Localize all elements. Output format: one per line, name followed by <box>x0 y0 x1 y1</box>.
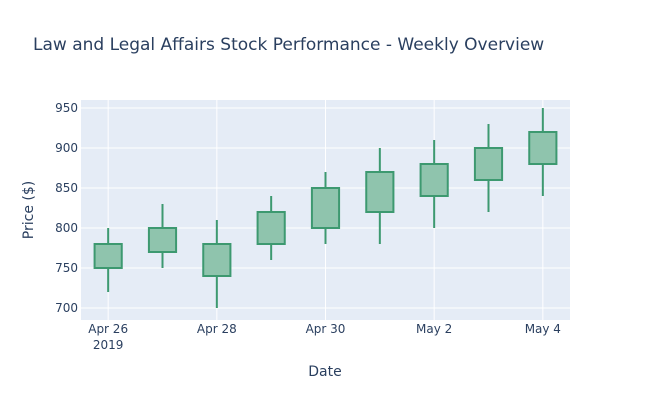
candle <box>473 124 504 212</box>
candle <box>256 196 286 260</box>
y-axis-label: Price ($) <box>21 181 37 239</box>
y-tick-label: 700 <box>55 301 78 315</box>
x-tick-label: May 2 <box>416 322 452 336</box>
x-tick-label: May 4 <box>525 322 561 336</box>
y-axis-ticks: 700 750 800 850 900 950 <box>55 101 78 315</box>
x-tick-label: Apr 30 <box>306 322 346 336</box>
candle-body-increasing <box>147 227 178 253</box>
candles <box>93 108 558 308</box>
x-tick-year-label: 2019 <box>93 338 124 352</box>
candle-body-increasing <box>528 131 558 165</box>
chart-title: Law and Legal Affairs Stock Performance … <box>33 35 544 55</box>
x-tick-label: Apr 26 <box>88 322 128 336</box>
candle <box>365 148 395 244</box>
candle-body-increasing <box>256 211 286 245</box>
candle-body-increasing <box>419 163 449 197</box>
y-tick-label: 800 <box>55 221 78 235</box>
candle-body-increasing <box>202 243 232 277</box>
candle <box>93 228 123 292</box>
candle <box>528 108 558 196</box>
candle-body-increasing <box>310 187 341 229</box>
candle-body-increasing <box>93 243 123 269</box>
y-tick-label: 900 <box>55 141 78 155</box>
candle-body-increasing <box>365 171 395 213</box>
x-axis-label: Date <box>308 364 341 380</box>
y-tick-label: 950 <box>55 101 78 115</box>
candle <box>202 220 232 308</box>
candle <box>310 172 341 244</box>
candle <box>419 140 449 228</box>
candle <box>147 204 178 268</box>
y-tick-label: 850 <box>55 181 78 195</box>
x-tick-label: Apr 28 <box>197 322 237 336</box>
x-axis-ticks: Apr 26 2019 Apr 28 Apr 30 May 2 May 4 <box>88 322 561 352</box>
y-tick-label: 750 <box>55 261 78 275</box>
candle-body-increasing <box>473 147 504 181</box>
